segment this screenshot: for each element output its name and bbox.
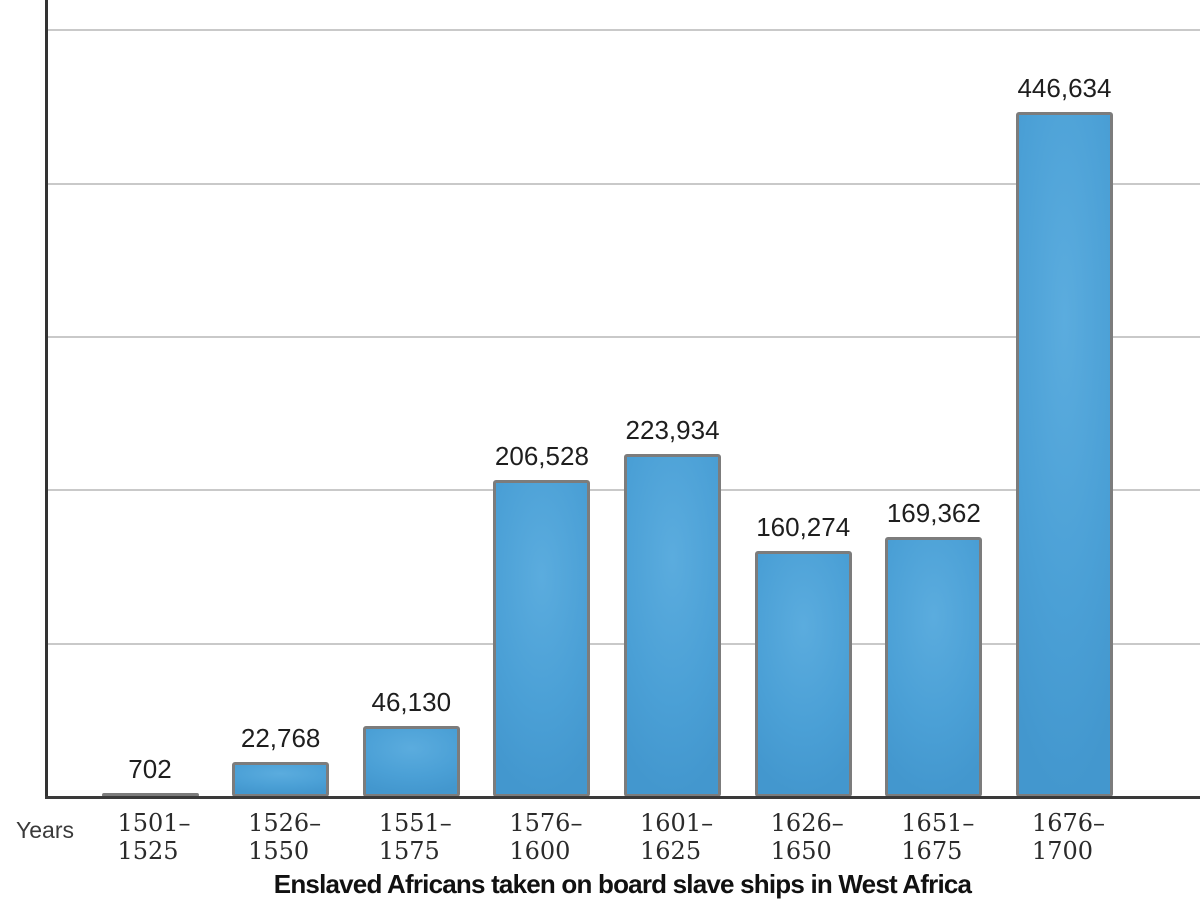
x-tick-label: 1501– 1525 — [117, 809, 191, 865]
bar — [624, 454, 722, 797]
y-axis-line — [45, 0, 48, 799]
bar-value-label: 223,934 — [625, 415, 720, 445]
x-tick-label: 1651– 1675 — [901, 809, 975, 865]
bar — [885, 537, 983, 797]
bar-value-label: 206,528 — [494, 441, 589, 471]
gridline — [48, 642, 1200, 645]
bar — [362, 726, 460, 797]
bar — [1015, 112, 1113, 797]
gridline — [48, 29, 1200, 32]
x-axis-title: Years — [16, 817, 74, 843]
bar-value-label: 22,768 — [240, 723, 321, 753]
bar-value-label: 169,362 — [886, 498, 981, 528]
x-tick-label: 1626– 1650 — [770, 809, 844, 865]
bar-value-label: 46,130 — [371, 687, 452, 717]
bar — [493, 480, 591, 797]
bar-value-label: 160,274 — [756, 512, 851, 542]
x-axis-line — [45, 796, 1200, 799]
gridline — [48, 182, 1200, 185]
x-tick-label: 1601– 1625 — [640, 809, 714, 865]
chart-title: Enslaved Africans taken on board slave s… — [273, 869, 972, 899]
gridline — [48, 489, 1200, 492]
bar-value-label: 702 — [128, 754, 172, 784]
x-tick-label: 1551– 1575 — [378, 809, 452, 865]
bar — [232, 762, 330, 797]
gridline — [48, 335, 1200, 338]
bar-value-label: 446,634 — [1017, 73, 1112, 103]
x-tick-label: 1676– 1700 — [1031, 809, 1106, 865]
x-tick-label: 1576– 1600 — [509, 809, 583, 865]
bar — [754, 551, 852, 797]
x-tick-label: 1526– 1550 — [248, 809, 322, 865]
